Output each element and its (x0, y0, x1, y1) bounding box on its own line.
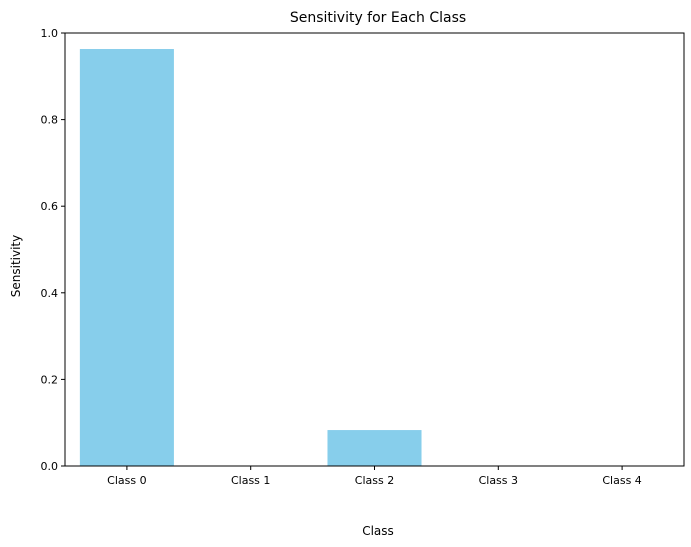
bar-class-0 (79, 49, 174, 467)
y-axis-label: Sensitivity (9, 235, 23, 297)
bar-class-2 (327, 430, 422, 466)
y-tick-label: 0.8 (41, 114, 59, 127)
x-axis-label: Class (362, 524, 394, 538)
y-tick-label: 0.2 (41, 373, 59, 386)
y-tick-label: 0.4 (41, 287, 59, 300)
x-tick-label: Class 3 (479, 474, 518, 487)
y-tick-label: 0.0 (41, 460, 59, 473)
x-tick-label: Class 4 (602, 474, 641, 487)
x-tick-label: Class 2 (355, 474, 394, 487)
chart-title: Sensitivity for Each Class (290, 10, 466, 26)
y-tick-label: 0.6 (41, 200, 59, 213)
x-tick-label: Class 0 (107, 474, 146, 487)
y-tick-label: 1.0 (41, 27, 59, 40)
plot-area: 0.0 0.2 0.4 0.6 0.8 1.0 Class 0 Class 1 Class 2 C… (41, 27, 685, 487)
x-tick-label: Class 1 (231, 474, 270, 487)
